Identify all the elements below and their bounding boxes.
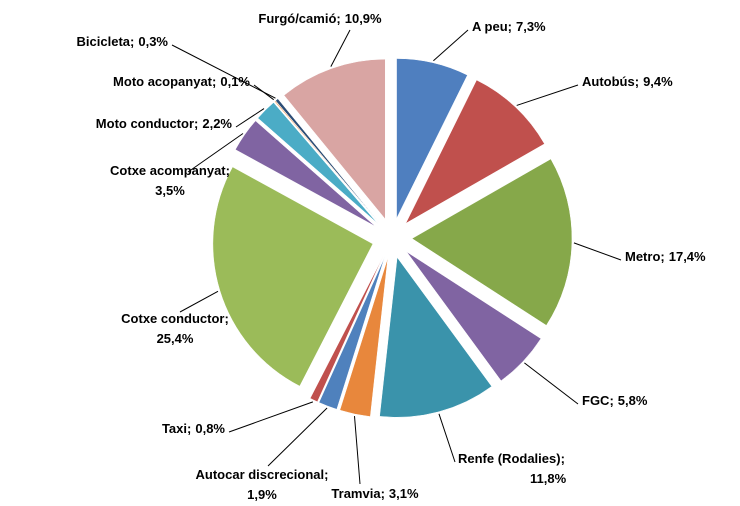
leader-line [516, 84, 579, 106]
data-label: Moto conductor; 2,2% [96, 116, 233, 131]
pie-slice [212, 166, 374, 387]
pie-slice [396, 58, 468, 219]
leader-line [171, 44, 276, 99]
data-label: Taxi; 0,8% [162, 421, 225, 436]
label-category: Renfe (Rodalies) [458, 451, 561, 466]
label-separator: ; [635, 74, 639, 89]
label-value: 7,3% [516, 19, 546, 34]
leader-line [433, 29, 469, 62]
pie-slice [257, 102, 379, 224]
label-value: 9,4% [643, 74, 673, 89]
leader-line [573, 242, 622, 261]
label-category: A peu [472, 19, 508, 34]
label-separator: ; [508, 19, 512, 34]
label-separator: ; [336, 11, 340, 26]
label-value: 0,8% [195, 421, 225, 436]
label-category: Autobús [582, 74, 635, 89]
label-category: Cotxe conductor [121, 311, 224, 326]
label-category: Metro [625, 249, 660, 264]
label-value: 3,5% [155, 183, 185, 198]
leader-line [438, 413, 456, 463]
label-separator: ; [224, 311, 228, 326]
leader-line [187, 133, 244, 173]
label-value: 1,9% [247, 487, 277, 502]
label-category: Tramvia [331, 486, 381, 501]
pie-slice [234, 120, 376, 227]
label-category: Cotxe acompanyat [110, 163, 226, 178]
pie-slice [309, 255, 384, 403]
label-separator: ; [212, 74, 216, 89]
pie-slice [405, 79, 545, 225]
pie-slice [339, 257, 389, 417]
label-category: Furgó/camió [258, 11, 336, 26]
label-category: Autocar discrecional [196, 467, 325, 482]
label-value: 3,1% [389, 486, 419, 501]
label-value: 17,4% [669, 249, 706, 264]
label-category: Moto conductor [96, 116, 194, 131]
pie-slice [379, 256, 493, 418]
label-separator: ; [130, 34, 134, 49]
label-separator: ; [381, 486, 385, 501]
label-separator: ; [324, 467, 328, 482]
label-separator: ; [660, 249, 664, 264]
data-label: Cotxe acompanyat; 3,5% [110, 163, 230, 198]
data-label: Furgó/camió; 10,9% [258, 11, 382, 26]
label-separator: ; [187, 421, 191, 436]
label-category: Moto acopanyat [113, 74, 213, 89]
label-separator: ; [226, 163, 230, 178]
pie-slice [406, 251, 542, 382]
leader-line [524, 362, 579, 405]
data-label: Tramvia; 3,1% [331, 486, 419, 501]
label-value: 0,1% [220, 74, 250, 89]
label-category: FGC [582, 393, 610, 408]
pie-slice [275, 98, 380, 223]
data-label: FGC; 5,8% [582, 393, 648, 408]
leader-line [235, 108, 265, 128]
data-label: Bicicleta; 0,3% [77, 34, 169, 49]
label-separator: ; [194, 116, 198, 131]
leader-line [179, 290, 219, 313]
pie-slice [283, 58, 386, 220]
data-label: Autobús; 9,4% [582, 74, 673, 89]
label-value: 25,4% [157, 331, 194, 346]
pie-slice [318, 256, 386, 410]
label-value: 2,2% [202, 116, 232, 131]
label-value: 10,9% [345, 11, 382, 26]
leader-line [267, 407, 328, 467]
pie-slice [274, 100, 380, 223]
data-label: Moto acopanyat; 0,1% [113, 74, 250, 89]
data-label: Renfe (Rodalies); 11,8% [458, 451, 567, 486]
leader-line [353, 416, 361, 485]
label-category: Taxi [162, 421, 187, 436]
leader-line [228, 401, 314, 433]
label-value: 11,8% [530, 471, 567, 486]
data-label: Autocar discrecional; 1,9% [196, 467, 329, 502]
label-value: 0,3% [138, 34, 168, 49]
label-value: 5,8% [618, 393, 648, 408]
data-label: Cotxe conductor; 25,4% [121, 311, 229, 346]
label-separator: ; [561, 451, 565, 466]
label-separator: ; [609, 393, 613, 408]
data-label: A peu; 7,3% [472, 19, 546, 34]
label-category: Bicicleta [77, 34, 131, 49]
leader-line [330, 29, 351, 67]
data-label: Metro; 17,4% [625, 249, 706, 264]
pie-slice [411, 158, 573, 326]
